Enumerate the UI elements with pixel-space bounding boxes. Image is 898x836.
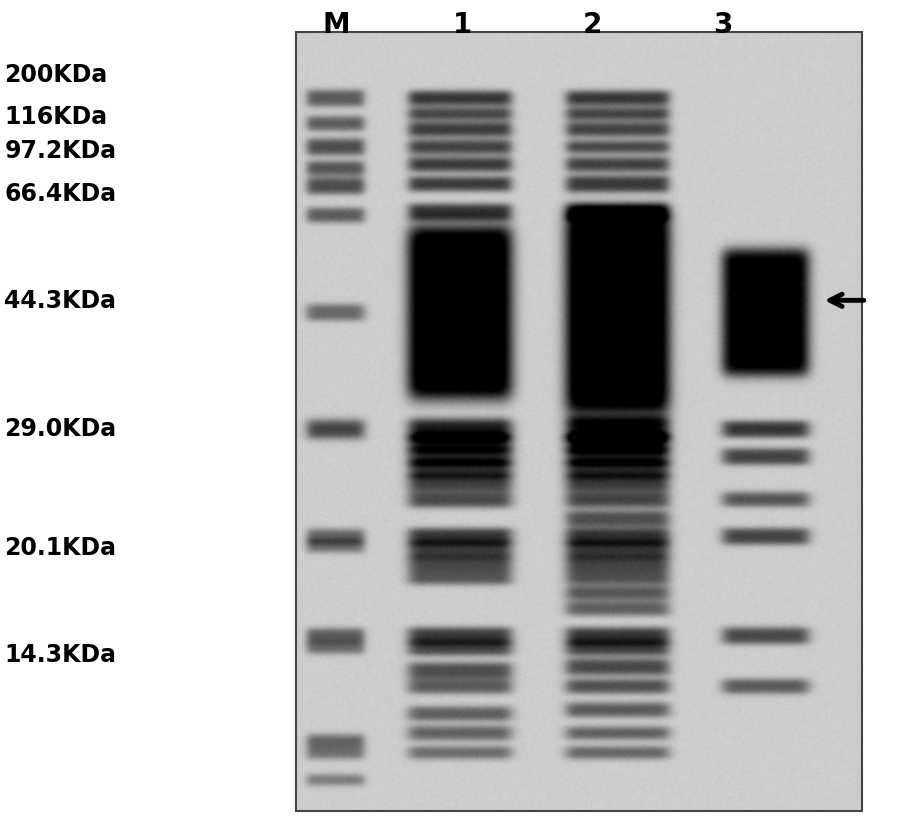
Text: 20.1KDa: 20.1KDa [4, 536, 117, 559]
Text: 1: 1 [453, 11, 472, 39]
Text: 29.0KDa: 29.0KDa [4, 416, 117, 440]
Text: 2: 2 [583, 11, 603, 39]
Bar [296, 33, 862, 811]
Text: 97.2KDa: 97.2KDa [4, 139, 117, 162]
Text: 14.3KDa: 14.3KDa [4, 642, 117, 665]
Text: 116KDa: 116KDa [4, 105, 108, 129]
Text: M: M [323, 11, 350, 39]
Text: 44.3KDa: 44.3KDa [4, 289, 117, 313]
Text: 66.4KDa: 66.4KDa [4, 182, 117, 206]
Text: 200KDa: 200KDa [4, 64, 108, 87]
Text: 3: 3 [713, 11, 733, 39]
